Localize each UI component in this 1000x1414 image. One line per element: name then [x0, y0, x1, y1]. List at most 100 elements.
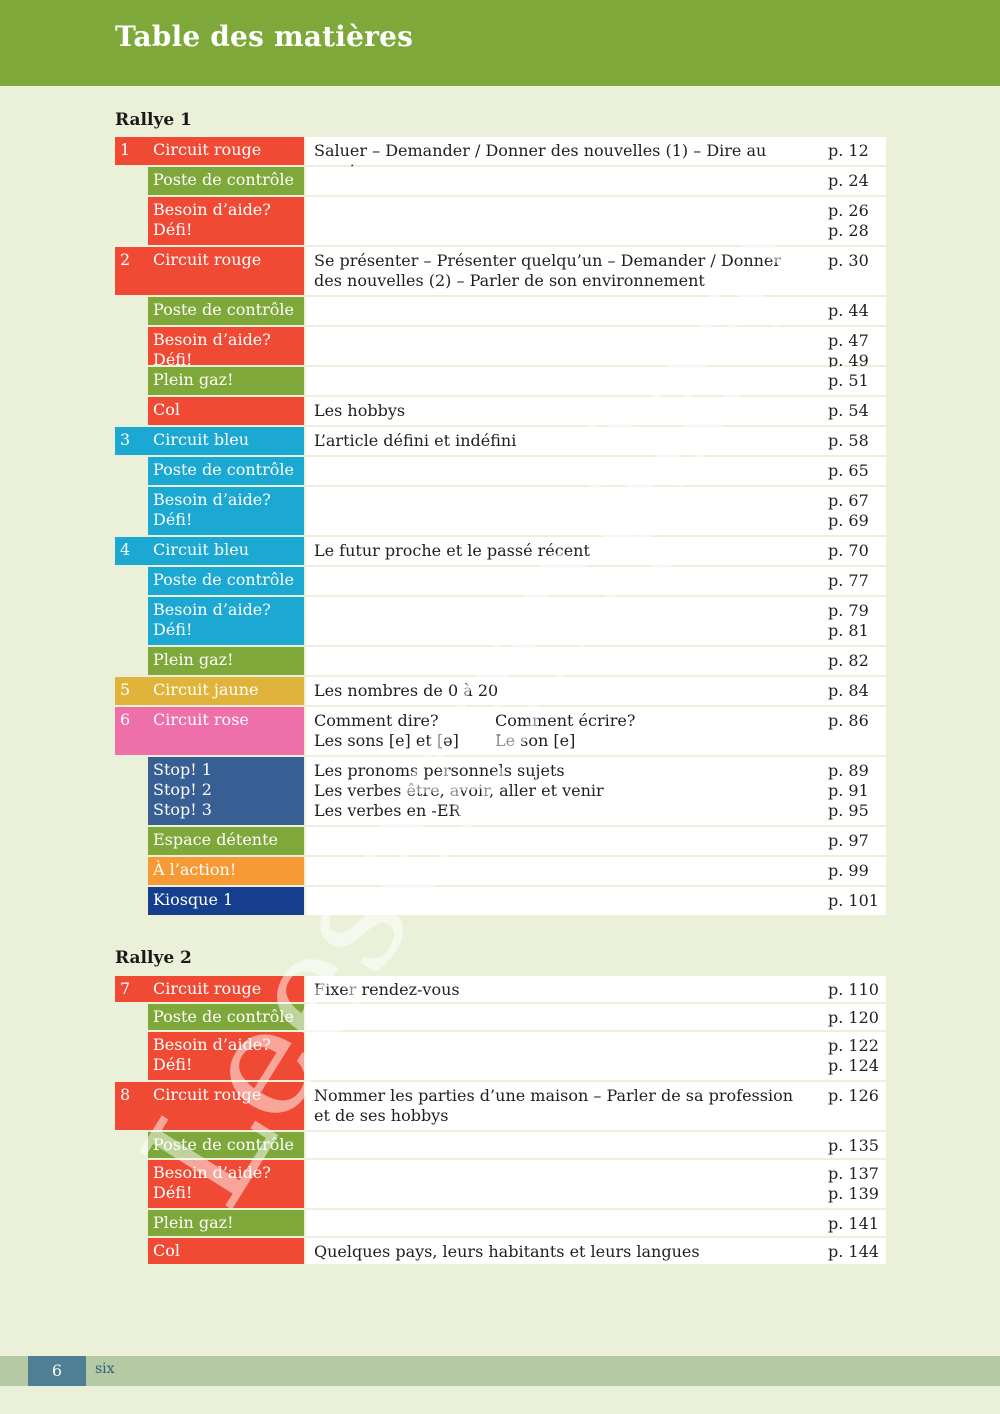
chapter-description-cell: L’article défini et indéfini p. 58 — [306, 427, 886, 455]
toc-row: Besoin d’aide? Défi! p. 122 p. 124 — [0, 1032, 1000, 1080]
toc-row: Plein gaz! p. 82 — [0, 647, 1000, 675]
page-number-word: six — [95, 1361, 115, 1377]
page-reference: p. 12 — [828, 141, 869, 160]
toc-row: Besoin d’aide? Défi! p. 79 p. 81 — [0, 597, 1000, 645]
chapter-label: Kiosque 1 — [153, 890, 234, 909]
toc-row: Besoin d’aide? Défi! p. 67 p. 69 — [0, 487, 1000, 535]
chapter-description-cell: Les hobbys p. 54 — [306, 397, 886, 425]
chapter-topic: L’article défini et indéfini — [314, 431, 517, 450]
chapter-description-cell: Nommer les parties d’une maison – Parler… — [306, 1082, 886, 1130]
chapter-label: Poste de contrôle — [153, 460, 294, 479]
chapter-tag-besoin-d-aide: Besoin d’aide? Défi! — [148, 597, 304, 645]
chapter-label: Circuit rouge — [153, 979, 262, 998]
chapter-tag-poste-de-contr-le: Poste de contrôle — [148, 567, 304, 595]
chapter-description-cell: Saluer – Demander / Donner des nouvelles… — [306, 137, 886, 180]
chapter-description-cell: p. 101 — [306, 887, 886, 915]
chapter-label: Col — [153, 1241, 180, 1260]
chapter-tag-circuit-bleu: 4 Circuit bleu — [115, 537, 304, 565]
chapter-label: Plein gaz! — [153, 370, 234, 389]
chapter-label: Espace détente — [153, 830, 278, 849]
chapter-tag-circuit-rose: 6 Circuit rose — [115, 707, 304, 755]
chapter-description-cell: p. 120 — [306, 1004, 886, 1030]
section-title-rallye-1: Rallye 1 — [115, 110, 192, 130]
page-reference: p. 110 — [828, 980, 879, 999]
toc-row: 3 Circuit bleu L’article défini et indéfin… — [0, 427, 1000, 455]
page-reference: p. 79 p. 81 — [828, 601, 869, 640]
chapter-topic: Quelques pays, leurs habitants et leurs … — [314, 1242, 700, 1261]
chapter-description-cell: Le futur proche et le passé récent p. 70 — [306, 537, 886, 565]
toc-row: Poste de contrôle p. 135 — [0, 1132, 1000, 1158]
chapter-tag-besoin-d-aide: Besoin d’aide? Défi! — [148, 1032, 304, 1080]
toc-row: Plein gaz! p. 51 — [0, 367, 1000, 395]
chapter-tag-circuit-rouge: 8 Circuit rouge — [115, 1082, 304, 1130]
toc-row: Poste de contrôle p. 77 — [0, 567, 1000, 595]
toc-row: 1 Circuit rouge Saluer – Demander / Donner… — [0, 137, 1000, 180]
chapter-label: Besoin d’aide? Défi! — [153, 1163, 271, 1202]
chapter-label: Besoin d’aide? Défi! — [153, 200, 271, 239]
page-reference: p. 47 p. 49 — [828, 331, 869, 370]
toc-row: 7 Circuit rouge Fixer rendez-vous p. 110 — [0, 976, 1000, 1002]
chapter-topic: Le futur proche et le passé récent — [314, 541, 590, 560]
toc-row: 5 Circuit jaune Les nombres de 0 à 20 p. 84 — [0, 677, 1000, 705]
chapter-description-cell: Fixer rendez-vous p. 110 — [306, 976, 886, 1002]
chapter-tag-besoin-d-aide: Besoin d’aide? Défi! — [148, 487, 304, 535]
toc-row: Plein gaz! p. 141 — [0, 1210, 1000, 1236]
toc-row: 6 Circuit rose Comment dire? Les sons [e] … — [0, 707, 1000, 755]
chapter-description-cell: p. 26 p. 28 — [306, 197, 886, 245]
page-title: Table des matières — [115, 20, 414, 53]
toc-row: Stop! 1 Stop! 2 Stop! 3 Les pronoms perso… — [0, 757, 1000, 825]
toc-row: Col Quelques pays, leurs habitants et leu… — [0, 1238, 1000, 1264]
chapter-description-cell: p. 44 — [306, 297, 886, 325]
chapter-number: 4 — [120, 540, 131, 559]
chapter-tag-besoin-d-aide: Besoin d’aide? Défi! — [148, 197, 304, 245]
page-reference: p. 54 — [828, 401, 869, 420]
chapter-description-cell: p. 141 — [306, 1210, 886, 1236]
chapter-label: Circuit rouge — [153, 250, 262, 269]
chapter-number: 7 — [120, 979, 131, 998]
chapter-topic: Se présenter – Présenter quelqu’un – Dem… — [314, 251, 782, 290]
page-reference: p. 126 — [828, 1086, 879, 1105]
chapter-description-cell: p. 51 — [306, 367, 886, 395]
chapter-topic: Nommer les parties d’une maison – Parler… — [314, 1086, 794, 1125]
chapter-label: Besoin d’aide? Défi! — [153, 600, 271, 639]
chapter-label: Circuit bleu — [153, 430, 250, 449]
page-reference: p. 70 — [828, 541, 869, 560]
toc-row: Poste de contrôle p. 65 — [0, 457, 1000, 485]
chapter-label: Plein gaz! — [153, 650, 234, 669]
chapter-description-cell: p. 97 — [306, 827, 886, 855]
chapter-label: Circuit rouge — [153, 1085, 262, 1104]
chapter-tag-poste-de-contr-le: Poste de contrôle — [148, 1004, 304, 1030]
chapter-tag-circuit-rouge: 1 Circuit rouge — [115, 137, 304, 165]
page-number: 6 — [28, 1356, 86, 1386]
chapter-tag-poste-de-contr-le: Poste de contrôle — [148, 1132, 304, 1158]
page-reference: p. 120 — [828, 1008, 879, 1027]
chapter-tag-poste-de-contr-le: Poste de contrôle — [148, 167, 304, 195]
page-reference: p. 122 p. 124 — [828, 1036, 879, 1075]
chapter-description-cell: p. 137 p. 139 — [306, 1160, 886, 1208]
chapter-label: À l’action! — [153, 860, 237, 879]
chapter-tag-poste-de-contr-le: Poste de contrôle — [148, 457, 304, 485]
chapter-label: Besoin d’aide? Défi! — [153, 1035, 271, 1074]
toc-row: Espace détente p. 97 — [0, 827, 1000, 855]
chapter-label: Circuit rouge — [153, 140, 262, 159]
page-header: Table des matières — [0, 0, 1000, 86]
page-reference: p. 67 p. 69 — [828, 491, 869, 530]
chapter-label: Poste de contrôle — [153, 570, 294, 589]
toc-row: 8 Circuit rouge Nommer les parties d’une m… — [0, 1082, 1000, 1130]
chapter-tag-circuit-jaune: 5 Circuit jaune — [115, 677, 304, 705]
toc-row: Besoin d’aide? Défi! p. 47 p. 49 — [0, 327, 1000, 370]
toc-row: 2 Circuit rouge Se présenter – Présenter q… — [0, 247, 1000, 295]
chapter-description-cell: p. 65 — [306, 457, 886, 485]
chapter-tag-plein-gaz: Plein gaz! — [148, 647, 304, 675]
chapter-tag-besoin-d-aide: Besoin d’aide? Défi! — [148, 327, 304, 369]
page-reference: p. 97 — [828, 831, 869, 850]
page-reference: p. 137 p. 139 — [828, 1164, 879, 1203]
chapter-number: 5 — [120, 680, 131, 699]
chapter-description-cell: p. 135 — [306, 1132, 886, 1158]
chapter-label: Circuit jaune — [153, 680, 259, 699]
toc-row: Kiosque 1 p. 101 — [0, 887, 1000, 915]
page-reference: p. 86 — [828, 711, 869, 730]
chapter-topic: Comment dire? Les sons [e] et [ə] — [314, 711, 459, 750]
toc-row: Besoin d’aide? Défi! p. 26 p. 28 — [0, 197, 1000, 245]
chapter-tag-col: Col — [148, 1238, 304, 1264]
